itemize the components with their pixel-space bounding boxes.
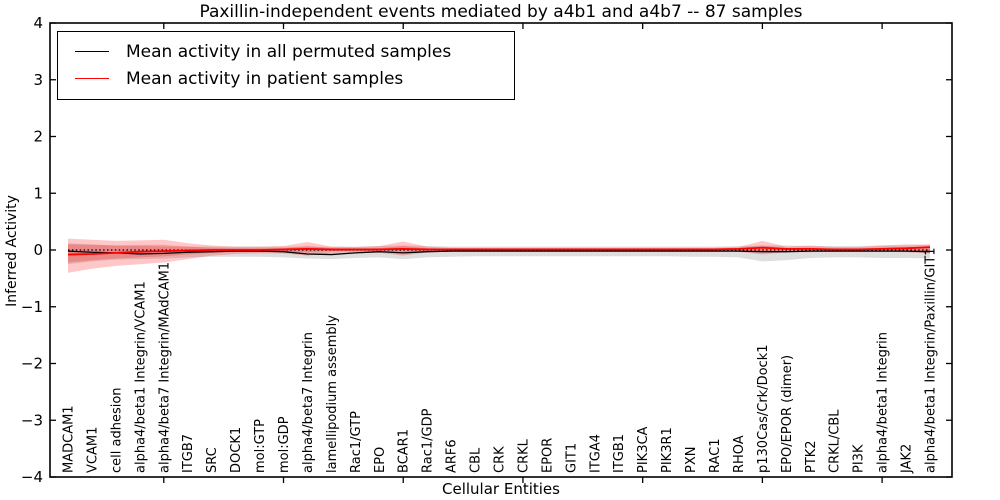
x-category-label: EPO — [373, 447, 388, 473]
x-category-label: Rac1/GTP — [349, 411, 364, 473]
x-category-label: PIK3R1 — [660, 427, 675, 473]
legend-item-patient: Mean activity in patient samples — [58, 65, 514, 92]
x-axis-title: Cellular Entities — [442, 480, 560, 498]
x-category-label: alpha4/beta7 Integrin — [301, 332, 316, 473]
legend-line-sample-black — [75, 51, 109, 52]
x-category-label: alpha4/beta7 Integrin/MAdCAM1 — [157, 262, 172, 473]
legend: Mean activity in all permuted samples Me… — [57, 31, 515, 100]
x-category-label: RHOA — [732, 435, 747, 473]
x-category-label: Rac1/GDP — [421, 408, 436, 473]
x-category-label: BCAR1 — [397, 429, 412, 473]
x-category-label: ARF6 — [445, 439, 460, 473]
y-tick-label: 2 — [33, 128, 43, 146]
x-category-label: PI3K — [852, 444, 867, 473]
x-category-label: mol:GDP — [277, 416, 292, 473]
x-category-label: cell adhesion — [109, 387, 124, 473]
y-tick-label: 1 — [33, 184, 43, 202]
band-patient-samples-range-outer — [68, 238, 930, 273]
x-category-label: EPOR — [540, 438, 555, 473]
legend-label-patient: Mean activity in patient samples — [126, 68, 404, 89]
x-category-label: VCAM1 — [85, 427, 100, 473]
band-permuted-samples-range — [68, 243, 930, 265]
x-category-label: EPO/EPOR (dimer) — [780, 355, 795, 473]
patient-mean-line — [67, 246, 931, 256]
x-category-label: alpha4/beta1 Integrin — [876, 332, 891, 473]
x-category-label: ITGB1 — [612, 434, 627, 473]
x-category-label: PXN — [684, 447, 699, 473]
y-tick-label: −1 — [21, 298, 43, 316]
x-category-label: p130Cas/Crk/Dock1 — [756, 344, 771, 473]
x-category-label: PIK3CA — [636, 426, 651, 473]
y-tick-label: 4 — [33, 14, 43, 32]
permuted-mean-line — [67, 250, 931, 256]
x-category-label: GIT1 — [564, 443, 579, 473]
x-category-label: SRC — [205, 447, 220, 473]
y-tick-label: 3 — [33, 71, 43, 89]
x-category-label: RAC1 — [708, 438, 723, 473]
x-category-label: PTK2 — [804, 440, 819, 473]
x-category-label: alpha4/beta1 Integrin/Paxillin/GIT1 — [924, 247, 939, 473]
x-category-label: CRKL/CBL — [828, 409, 843, 473]
x-category-label: CRKL — [516, 438, 531, 473]
x-category-label: alpha4/beta1 Integrin/VCAM1 — [133, 281, 148, 473]
y-tick-label: −4 — [21, 468, 43, 486]
x-category-label: DOCK1 — [229, 427, 244, 473]
y-tick-label: −2 — [21, 355, 43, 373]
x-category-label: ITGB7 — [181, 434, 196, 473]
x-category-label: ITGA4 — [588, 434, 603, 473]
x-category-label: CBL — [469, 447, 484, 473]
x-category-label: JAK2 — [900, 444, 915, 474]
y-tick-label: 0 — [33, 241, 43, 259]
legend-line-sample-red — [75, 78, 109, 79]
legend-item-permuted: Mean activity in all permuted samples — [58, 38, 514, 65]
legend-label-permuted: Mean activity in all permuted samples — [126, 41, 452, 62]
x-category-label: CRK — [493, 446, 508, 473]
x-category-label: MADCAM1 — [62, 405, 77, 473]
x-category-label: lamellipodium assembly — [325, 315, 340, 473]
y-tick-label: −3 — [21, 411, 43, 429]
x-category-label: mol:GTP — [253, 419, 268, 473]
chart-title: Paxillin-independent events mediated by … — [199, 2, 803, 22]
